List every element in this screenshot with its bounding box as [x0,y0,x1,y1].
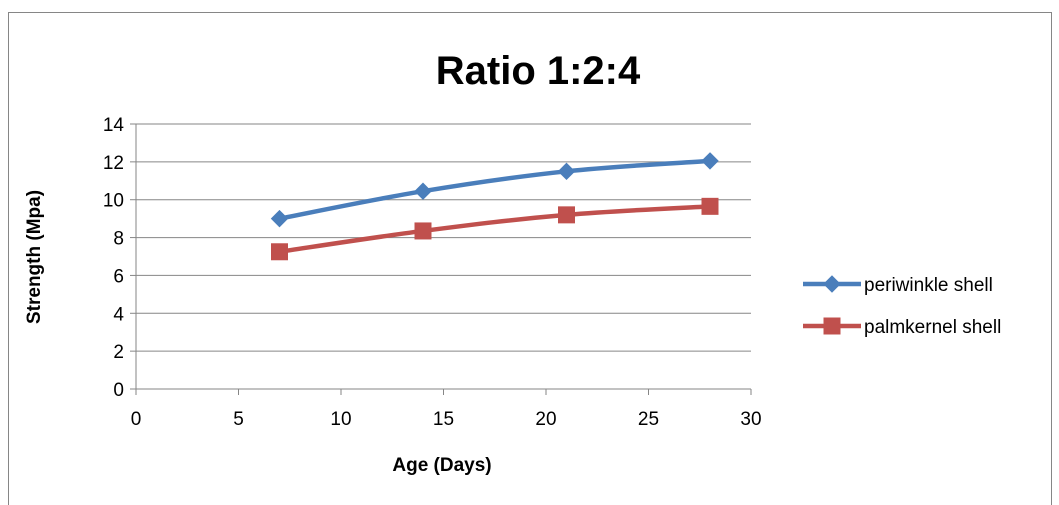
y-tick-labels: 0 2 4 6 8 10 12 14 [103,115,125,401]
x-tick-label: 0 [131,409,142,430]
legend-item: palmkernel shell [803,317,1001,338]
x-tick-label: 20 [535,409,556,430]
x-tick-label: 15 [433,409,454,430]
data-point [557,162,576,181]
legend-marker [823,275,841,293]
y-axis-label: Strength (Mpa) [24,190,45,324]
series-2 [271,197,719,261]
data-point [414,222,432,240]
data-point [271,243,288,261]
data-point [701,197,719,215]
series-layer [270,152,719,261]
x-tick-label: 30 [740,409,761,430]
series-line [277,204,713,255]
data-point [701,152,719,170]
y-tick-label: 12 [103,153,124,174]
legend-label: palmkernel shell [864,317,1001,338]
legend: periwinkle shell palmkernel shell [803,275,1001,338]
legend-item: periwinkle shell [803,275,993,296]
x-axis-label: Age (Days) [392,455,491,476]
y-tick-label: 10 [103,191,124,212]
axes [135,124,752,395]
x-tick-label: 25 [638,409,659,430]
y-tick-label: 0 [113,380,124,401]
y-tick-label: 4 [113,304,124,325]
legend-label: periwinkle shell [864,275,993,296]
series-line [277,158,713,221]
data-point [414,182,432,200]
data-point [270,209,289,228]
data-point [558,206,575,224]
y-tick-label: 2 [113,342,124,363]
y-tick-label: 8 [113,229,124,250]
x-tick-label: 5 [233,409,244,430]
series-1 [270,152,719,228]
x-tick-label: 10 [330,409,351,430]
x-tick-labels: 0 5 10 15 20 25 30 [131,409,762,430]
y-tick-label: 14 [103,115,125,136]
y-tick-label: 6 [113,266,124,287]
gridlines [130,123,751,390]
legend-marker [823,317,841,335]
chart-frame [8,12,1052,505]
chart-title: Ratio 1:2:4 [436,49,641,93]
